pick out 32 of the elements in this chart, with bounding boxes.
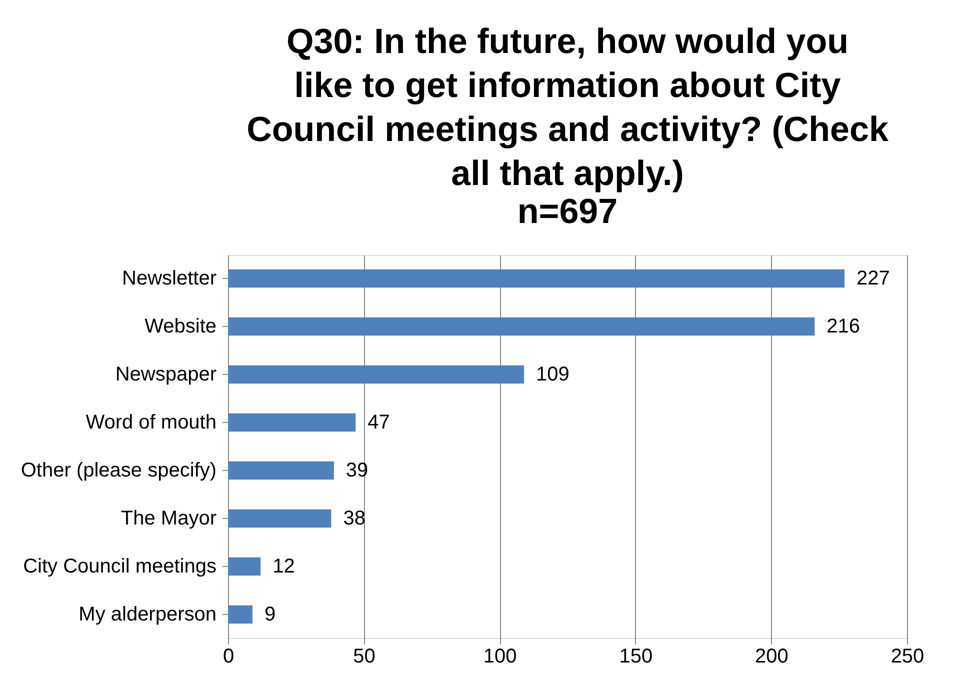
y-tick-label: Website — [144, 316, 216, 338]
data-label: 227 — [856, 268, 890, 290]
x-tick-label: 0 — [222, 646, 234, 668]
y-tick-label: Other (please specify) — [20, 459, 216, 482]
data-label: 109 — [536, 364, 570, 386]
bar — [228, 413, 356, 432]
x-tick-label: 250 — [890, 646, 924, 668]
data-label: 38 — [343, 507, 366, 530]
y-tick-label: City Council meetings — [23, 555, 216, 578]
data-label: 9 — [264, 603, 276, 626]
bar — [228, 557, 261, 576]
y-tick-label: Newsletter — [122, 268, 217, 290]
x-tick-label: 100 — [483, 646, 517, 668]
data-label: 39 — [346, 459, 368, 482]
chart-title: Q30: In the future, how would you like to get information about City Council meetings and activity? (Check all that apply.) — [246, 22, 889, 193]
x-tick-label: 200 — [755, 646, 788, 668]
y-tick-label: The Mayor — [120, 507, 217, 530]
bar — [228, 509, 332, 528]
x-tick-label: 150 — [619, 646, 653, 668]
data-label: 47 — [368, 412, 390, 434]
chart-subtitle: n=697 — [517, 192, 618, 231]
data-label: 216 — [826, 316, 860, 338]
data-label: 12 — [272, 555, 295, 578]
y-tick-label: Newspaper — [115, 364, 217, 386]
y-tick-label: Word of mouth — [86, 412, 216, 434]
bar — [228, 269, 845, 288]
bar — [228, 317, 815, 336]
y-tick-label: My alderperson — [78, 603, 216, 626]
bar — [228, 461, 334, 480]
bar — [228, 365, 524, 384]
bar — [228, 605, 252, 624]
x-tick-label: 50 — [353, 646, 376, 668]
